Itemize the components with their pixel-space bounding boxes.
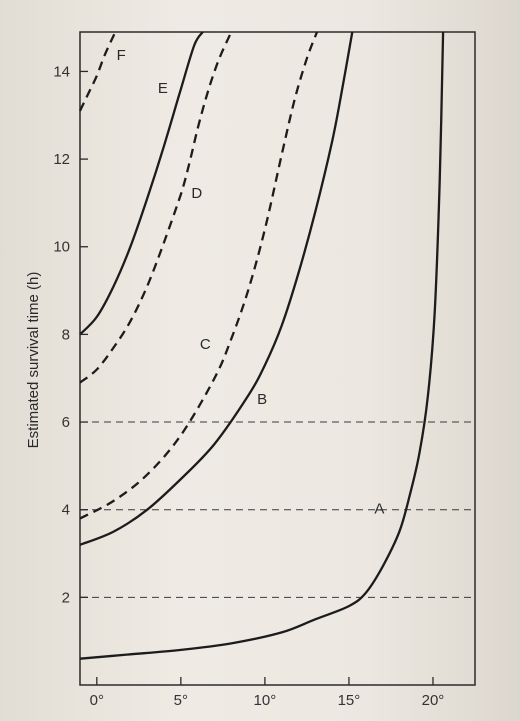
y-tick-label: 14	[53, 63, 70, 80]
y-ticks: 2 4 6 8 10 12 14	[53, 63, 88, 606]
y-tick-label: 6	[62, 414, 70, 431]
plot-frame	[79, 31, 476, 686]
curve-b	[79, 31, 354, 546]
x-tick-label: 10°	[254, 692, 277, 709]
curves	[78, 31, 445, 660]
y-tick-label: 4	[62, 502, 70, 519]
y-tick-label: 8	[62, 326, 70, 343]
curve-labels: A B C D E F	[117, 47, 385, 518]
curve-label-b: B	[257, 391, 267, 408]
x-ticks: 0° 5° 10° 15° 20°	[90, 677, 445, 709]
curve-label-c: C	[200, 336, 211, 353]
y-axis-title: Estimated survival time (h)	[25, 272, 42, 449]
curve-label-a: A	[374, 501, 384, 518]
reference-lines	[80, 421, 475, 598]
curve-label-f: F	[117, 47, 126, 64]
curve-label-e: E	[158, 80, 168, 97]
x-tick-label: 0°	[90, 692, 104, 709]
x-tick-label: 15°	[338, 692, 361, 709]
curve-d	[79, 31, 233, 384]
y-tick-label: 12	[53, 151, 70, 168]
curve-f	[78, 31, 117, 112]
curve-c	[79, 31, 319, 520]
curve-e	[79, 31, 204, 336]
curve-label-d: D	[191, 185, 202, 202]
curve-a	[79, 31, 445, 660]
x-tick-label: 5°	[174, 692, 188, 709]
y-tick-label: 10	[53, 239, 70, 256]
x-tick-label: 20°	[422, 692, 445, 709]
y-tick-label: 2	[62, 589, 70, 606]
